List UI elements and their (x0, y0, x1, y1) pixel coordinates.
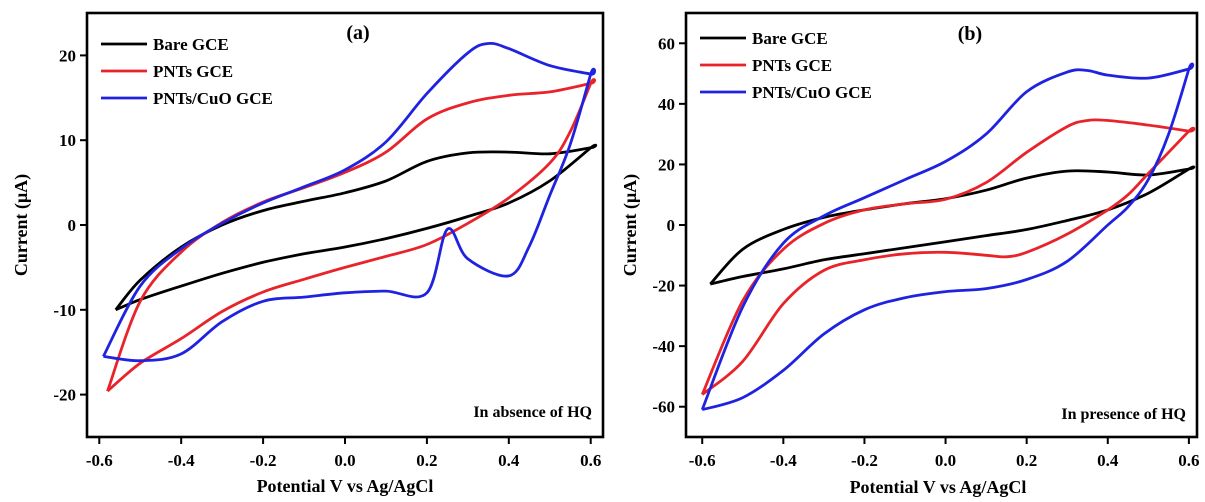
series-line-1 (106, 78, 596, 393)
y-tick-label: 0 (68, 216, 77, 235)
x-tick-label: 0.0 (334, 451, 355, 470)
y-tick-label: 20 (658, 155, 675, 174)
series-line-0 (709, 165, 1196, 286)
series-group (102, 41, 598, 393)
series-line-2 (102, 41, 596, 363)
x-tick-label: 0.4 (498, 451, 520, 470)
x-tick-label: -0.4 (770, 451, 797, 470)
x-tick-label: -0.6 (86, 451, 113, 470)
panel-label: (a) (346, 22, 369, 44)
legend-label: PNTs GCE (752, 56, 832, 75)
legend-label: PNTs/CuO GCE (153, 89, 273, 108)
y-tick-label: 40 (658, 95, 675, 114)
x-tick-label: 0.2 (416, 451, 437, 470)
y-tick-label: 0 (667, 216, 676, 235)
x-tick-label: 0.6 (1178, 451, 1199, 470)
series-line-0 (114, 143, 598, 312)
y-tick-label: -60 (652, 398, 675, 417)
y-tick-label: -10 (53, 301, 76, 320)
x-tick-label: 0.6 (580, 451, 601, 470)
y-tick-label: -20 (53, 386, 76, 405)
legend-label: PNTs GCE (153, 62, 233, 81)
y-tick-label: -20 (652, 277, 675, 296)
y-axis-label: Current (μA) (11, 174, 32, 276)
y-tick-label: 60 (658, 34, 675, 53)
x-tick-label: -0.2 (250, 451, 277, 470)
panel-b: -0.6 -0.4 -0.2 0.0 0.2 0.4 0.6 -60 -40 -20 0 20 40 60… (620, 11, 1200, 497)
legend-label: Bare GCE (752, 29, 828, 48)
x-tick-label: 0.0 (935, 451, 956, 470)
y-tick-label: 20 (59, 46, 76, 65)
y-axis-label: Current (μA) (620, 174, 641, 276)
x-axis-label: Potential V vs Ag/AgCl (850, 477, 1027, 497)
legend: Bare GCE PNTs GCE PNTs/CuO GCE (101, 35, 273, 108)
panel-a: -0.6 -0.4 -0.2 0.0 0.2 0.4 0.6 -20 -10 0 10 20 Poten… (11, 11, 605, 496)
x-tick-label: -0.4 (168, 451, 195, 470)
legend: Bare GCE PNTs GCE PNTs/CuO GCE (700, 29, 872, 102)
x-tick-label: -0.6 (689, 451, 716, 470)
panel-label: (b) (958, 23, 982, 45)
series-line-1 (700, 118, 1196, 396)
y-tick-label: -40 (652, 337, 675, 356)
legend-label: Bare GCE (153, 35, 229, 54)
annotation: In absence of HQ (473, 404, 592, 421)
y-tick-label: 10 (59, 131, 76, 150)
x-tick-label: 0.2 (1016, 451, 1037, 470)
legend-label: PNTs/CuO GCE (752, 83, 872, 102)
x-tick-label: -0.2 (851, 451, 878, 470)
series-line-2 (700, 62, 1195, 412)
series-group (700, 62, 1196, 412)
x-tick-label: 0.4 (1097, 451, 1119, 470)
annotation: In presence of HQ (1061, 406, 1186, 423)
x-axis-label: Potential V vs Ag/AgCl (257, 476, 434, 496)
